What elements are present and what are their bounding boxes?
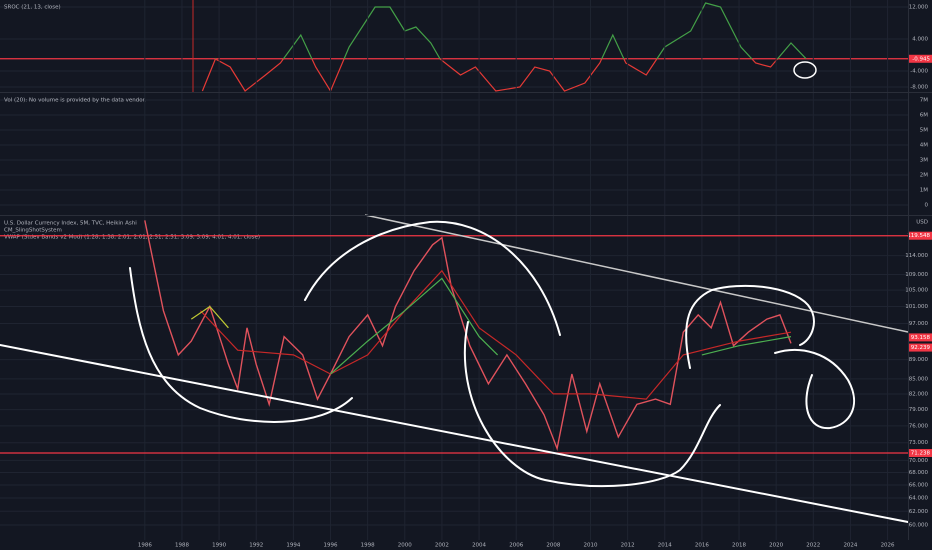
y-tick-label: 97.000: [909, 321, 929, 327]
y-tick-label: 105.000: [905, 288, 928, 294]
x-tick-label: 1998: [361, 543, 375, 549]
y-tick-label: 85.000: [909, 376, 929, 382]
series-line: [201, 2, 807, 93]
series-line: [330, 277, 792, 375]
y-tick-label: 114.000: [905, 253, 928, 259]
y-tick-label: -8.000: [910, 85, 928, 91]
series-line: [144, 220, 792, 452]
x-tick-label: 2014: [658, 543, 672, 549]
price-tag-label: 93.158: [911, 335, 931, 341]
y-tick-label: 68.000: [909, 470, 929, 476]
panel-title: U.S. Dollar Currency Index, 5M, TVC, Hei…: [4, 221, 137, 227]
y-tick-label: 89.000: [909, 357, 929, 363]
y-tick-label: 76.000: [909, 423, 929, 429]
x-tick-label: 2002: [435, 543, 449, 549]
price-tag-label: 119.548: [907, 233, 930, 239]
price-tag-label: 71.238: [911, 450, 931, 456]
x-tick-label: 1992: [249, 543, 263, 549]
y-tick-label: 101.000: [905, 304, 928, 310]
x-tick-label: 2004: [472, 543, 486, 549]
indicator-label: VWAP (Stdev Bands v2 Mod) (1.28, 1.38, 2…: [4, 235, 260, 241]
currency-label: USD: [916, 220, 928, 226]
x-tick-label: 2012: [621, 543, 635, 549]
y-tick-label: 70.000: [909, 458, 929, 464]
series-line: [190, 305, 229, 329]
price-tag: [909, 343, 932, 352]
y-tick-label: 60.000: [909, 523, 929, 529]
y-tick-label: 3M: [920, 157, 928, 163]
y-tick-label: 62.000: [909, 509, 929, 515]
x-tick-label: 2020: [769, 543, 783, 549]
price-tag: [909, 448, 932, 457]
y-tick-label: 109.000: [905, 272, 928, 278]
y-tick-label: 79.000: [909, 407, 929, 413]
x-tick-label: 2024: [843, 543, 857, 549]
x-tick-label: 2000: [398, 543, 412, 549]
price-tag: [909, 54, 932, 63]
panel-title: SROC (21, 13, close): [4, 5, 61, 11]
x-tick-label: 2022: [806, 543, 820, 549]
y-tick-label: -4.000: [910, 69, 928, 75]
y-tick-label: 0: [925, 202, 929, 208]
y-tick-label: 4M: [920, 143, 928, 149]
price-tag: [909, 231, 932, 240]
y-tick-label: 7M: [920, 98, 928, 104]
x-tick-label: 2006: [509, 543, 523, 549]
price-tag-label: 92.239: [911, 345, 931, 351]
x-tick-label: 2026: [881, 543, 895, 549]
series-line: [200, 269, 792, 400]
price-tag: [909, 333, 932, 342]
x-tick-label: 1988: [175, 543, 189, 549]
x-tick-label: 2016: [695, 543, 709, 549]
y-tick-label: 73.000: [909, 440, 929, 446]
x-tick-label: 1986: [138, 543, 152, 549]
y-tick-label: 12.000: [909, 5, 929, 11]
y-tick-label: 6M: [920, 113, 928, 119]
y-tick-label: 5M: [920, 128, 928, 134]
y-tick-label: 4.000: [912, 37, 928, 43]
x-tick-label: 1996: [324, 543, 338, 549]
x-tick-label: 2010: [583, 543, 597, 549]
y-tick-label: 2M: [920, 172, 928, 178]
x-tick-label: 1990: [212, 543, 226, 549]
x-tick-label: 2018: [732, 543, 746, 549]
indicator-label: CM_SlingShotSystem: [4, 228, 62, 234]
y-tick-label: 66.000: [909, 483, 929, 489]
y-tick-label: 1M: [920, 187, 928, 193]
x-tick-label: 2008: [546, 543, 560, 549]
x-tick-label: 1994: [286, 543, 300, 549]
y-tick-label: 82.000: [909, 391, 929, 397]
y-tick-label: 64.000: [909, 495, 929, 501]
price-tag-label: -0.945: [912, 56, 930, 62]
panel-title: Vol (20): No volume is provided by the d…: [4, 98, 146, 104]
